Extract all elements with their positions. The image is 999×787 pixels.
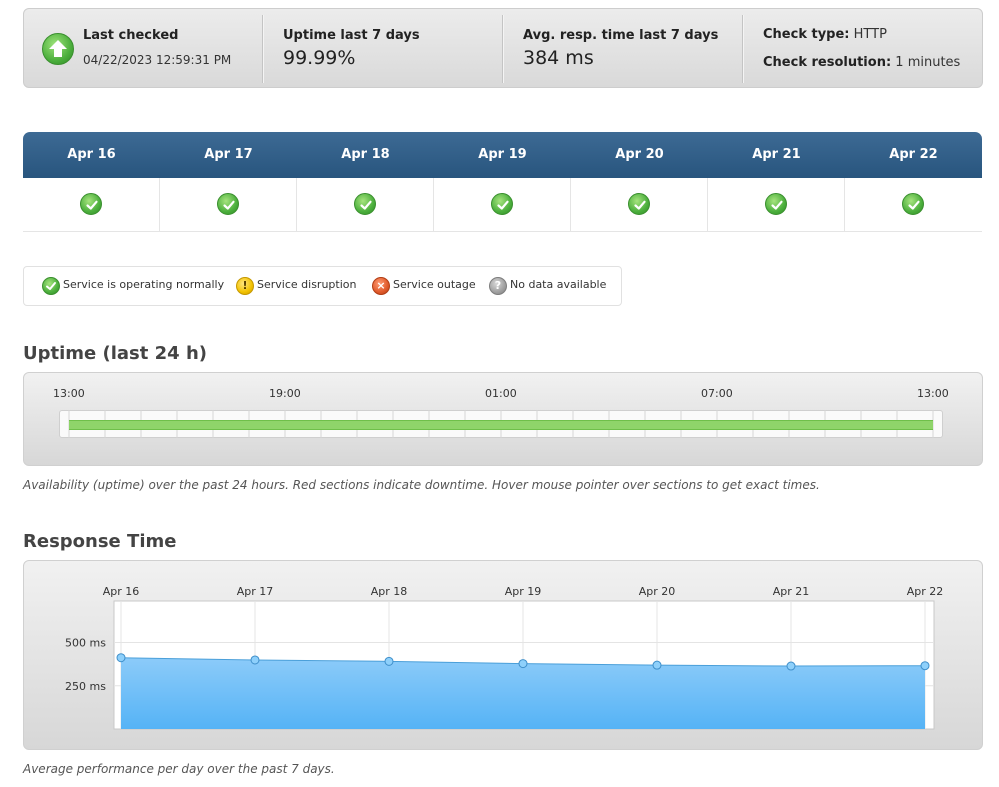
check-circle-icon: [491, 193, 513, 215]
legend-label: Service is operating normally: [63, 278, 225, 291]
last-checked-label: Last checked: [83, 28, 179, 43]
day-header: Apr 20: [615, 147, 664, 162]
response-time-area: [121, 657, 925, 729]
divider: [262, 15, 263, 83]
day-status-cell[interactable]: [571, 178, 708, 231]
day-header: Apr 18: [341, 147, 390, 162]
day-status-cell[interactable]: [23, 178, 160, 231]
day-status-cell[interactable]: [708, 178, 845, 231]
response-time-label: Avg. resp. time last 7 days: [523, 28, 719, 43]
uptime-cell: Uptime last 7 days 99.99%: [263, 9, 501, 87]
uptime-bar[interactable]: [69, 420, 933, 430]
uptime-value: 99.99%: [283, 47, 356, 69]
divider: [742, 15, 743, 83]
day-header: Apr 21: [752, 147, 801, 162]
response-time-point[interactable]: [116, 653, 126, 663]
day-status-cell[interactable]: [297, 178, 434, 231]
status-summary-bar: Last checked 04/22/2023 12:59:31 PM Upti…: [23, 8, 983, 88]
x-tick-label: Apr 17: [237, 585, 274, 598]
day-header: Apr 17: [204, 147, 253, 162]
x-tick-label: Apr 21: [773, 585, 810, 598]
last-checked-cell: Last checked 04/22/2023 12:59:31 PM: [24, 9, 262, 87]
warning-circle-icon: !: [236, 277, 254, 295]
uptime-tick-label: 13:00: [53, 387, 85, 400]
check-circle-icon: [628, 193, 650, 215]
check-type: Check type: HTTP: [763, 27, 887, 42]
check-circle-icon: [902, 193, 924, 215]
daily-status-row: [23, 178, 982, 232]
response-time-point[interactable]: [920, 661, 930, 671]
uptime-tick-label: 07:00: [701, 387, 733, 400]
check-circle-icon: [217, 193, 239, 215]
x-circle-icon: ×: [372, 277, 390, 295]
response-time-section-title: Response Time: [23, 531, 177, 552]
up-arrow-icon: [42, 33, 74, 65]
response-time-value: 384 ms: [523, 47, 594, 69]
uptime-tick-label: 19:00: [269, 387, 301, 400]
response-time-cell: Avg. resp. time last 7 days 384 ms: [503, 9, 741, 87]
divider: [502, 15, 503, 83]
legend-label: Service disruption: [257, 278, 357, 291]
legend-label: No data available: [510, 278, 607, 291]
day-header: Apr 16: [67, 147, 116, 162]
response-time-point[interactable]: [786, 661, 796, 671]
check-circle-icon: [80, 193, 102, 215]
response-time-panel: 500 ms 250 ms Apr 16 Apr 17 Apr 18 Apr 19 Apr …: [23, 560, 983, 750]
uptime-track: [59, 410, 943, 438]
day-status-cell[interactable]: [434, 178, 571, 231]
day-status-cell[interactable]: [845, 178, 982, 231]
legend-label: Service outage: [393, 278, 476, 291]
response-time-caption: Average performance per day over the pas…: [23, 762, 335, 776]
response-time-point[interactable]: [518, 659, 528, 669]
response-time-point[interactable]: [652, 660, 662, 670]
uptime-caption: Availability (uptime) over the past 24 h…: [23, 478, 820, 492]
check-type-value: HTTP: [853, 27, 887, 42]
x-tick-label: Apr 22: [907, 585, 944, 598]
y-tick-label: 250 ms: [65, 680, 106, 693]
status-legend: Service is operating normally ! Service …: [23, 266, 622, 306]
response-time-point[interactable]: [384, 656, 394, 666]
check-resolution: Check resolution: 1 minutes: [763, 55, 960, 70]
daily-status-table: Apr 16 Apr 17 Apr 18 Apr 19 Apr 20 Apr 2…: [23, 132, 982, 232]
check-resolution-label: Check resolution:: [763, 55, 892, 70]
check-circle-icon: [42, 277, 60, 295]
day-header: Apr 19: [478, 147, 527, 162]
question-circle-icon: ?: [489, 277, 507, 295]
check-type-label: Check type:: [763, 27, 850, 42]
daily-status-header: Apr 16 Apr 17 Apr 18 Apr 19 Apr 20 Apr 2…: [23, 132, 982, 178]
uptime-tick-label: 01:00: [485, 387, 517, 400]
response-time-chart: 500 ms 250 ms Apr 16 Apr 17 Apr 18 Apr 19 Apr …: [65, 585, 944, 730]
uptime-section-title: Uptime (last 24 h): [23, 343, 207, 364]
x-tick-label: Apr 19: [505, 585, 542, 598]
x-tick-label: Apr 16: [103, 585, 140, 598]
check-circle-icon: [765, 193, 787, 215]
check-config-cell: Check type: HTTP Check resolution: 1 min…: [743, 9, 983, 87]
y-tick-label: 500 ms: [65, 637, 106, 650]
day-header: Apr 22: [889, 147, 938, 162]
check-circle-icon: [354, 193, 376, 215]
last-checked-value: 04/22/2023 12:59:31 PM: [83, 53, 232, 67]
uptime-label: Uptime last 7 days: [283, 28, 420, 43]
response-time-point[interactable]: [250, 655, 260, 665]
day-status-cell[interactable]: [160, 178, 297, 231]
x-tick-label: Apr 18: [371, 585, 408, 598]
uptime-panel: 13:00 19:00 01:00 07:00 13:00: [23, 372, 983, 466]
uptime-tick-label: 13:00: [917, 387, 949, 400]
x-tick-label: Apr 20: [639, 585, 676, 598]
check-resolution-value: 1 minutes: [895, 55, 961, 70]
